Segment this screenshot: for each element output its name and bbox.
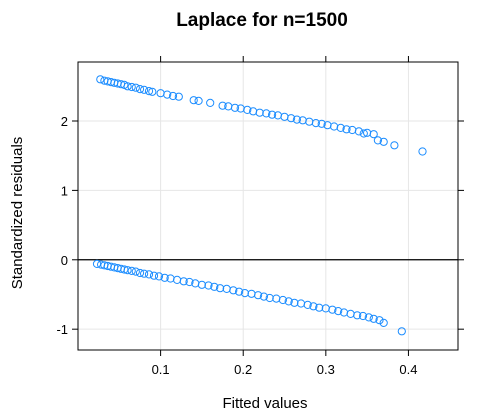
data-point-s1-36 (278, 295, 287, 305)
data-point-s1-45 (334, 307, 343, 316)
x-tick-label-2: 0.3 (317, 362, 335, 377)
data-point-s0-41 (336, 123, 345, 133)
data-point-s1-52 (375, 316, 384, 325)
data-point-s0-16 (163, 90, 172, 99)
data-points (92, 75, 427, 336)
x-tick-label-1: 0.2 (234, 362, 252, 377)
data-point-s1-47 (346, 309, 355, 318)
data-point-s1-42 (315, 303, 324, 312)
data-point-s1-9 (123, 266, 132, 275)
data-point-s0-22 (218, 101, 227, 110)
y-axis-label: Standardized residuals (9, 137, 26, 290)
x-tick-label-0: 0.1 (152, 362, 170, 377)
data-point-s1-16 (154, 272, 164, 281)
data-point-s1-13 (140, 269, 149, 278)
axis-ticks: 0.1 0.2 0.3 0.4 -1 0 1 2 (56, 56, 464, 377)
data-point-s0-51 (418, 147, 427, 156)
data-point-s0-37 (311, 119, 320, 128)
y-tick-label-1: 0 (61, 253, 68, 268)
data-point-s1-44 (328, 305, 337, 314)
data-point-s0-18 (174, 92, 183, 101)
data-point-s1-25 (210, 282, 219, 291)
data-point-s0-19 (189, 96, 198, 105)
data-point-s0-48 (373, 136, 382, 145)
data-point-s0-50 (390, 141, 399, 150)
data-point-s1-28 (229, 286, 238, 295)
data-point-s0-29 (262, 109, 271, 118)
data-point-s1-34 (265, 293, 274, 303)
data-point-s0-30 (268, 110, 277, 119)
data-point-s0-49 (379, 137, 388, 146)
y-tick-label-2: 1 (61, 183, 68, 198)
data-point-s1-11 (131, 267, 140, 276)
data-point-s1-30 (240, 289, 249, 298)
data-point-s1-21 (185, 277, 194, 287)
data-point-s0-36 (305, 117, 314, 126)
data-point-s1-27 (222, 284, 231, 293)
data-point-s0-42 (342, 125, 351, 134)
data-point-s1-26 (216, 284, 225, 293)
data-point-s0-24 (230, 103, 240, 112)
data-point-s1-32 (254, 291, 263, 300)
data-point-s0-12 (140, 85, 149, 94)
data-point-s1-29 (235, 287, 244, 296)
data-point-s1-50 (364, 313, 373, 322)
data-point-s1-15 (149, 271, 159, 280)
data-point-s0-13 (144, 87, 154, 96)
y-tick-label-3: 2 (61, 114, 68, 129)
data-point-s1-24 (204, 281, 213, 290)
data-point-s1-40 (303, 300, 312, 309)
data-point-s1-37 (284, 297, 293, 306)
data-point-s0-38 (317, 119, 326, 128)
x-axis-label: Fitted values (222, 395, 307, 412)
data-point-s1-35 (272, 294, 281, 303)
data-point-s1-17 (160, 273, 169, 282)
plot-frame (77, 61, 459, 351)
data-point-s1-53 (379, 318, 388, 327)
x-tick-label-3: 0.4 (399, 362, 417, 377)
data-point-s0-32 (280, 112, 289, 121)
data-point-s0-21 (206, 98, 215, 108)
data-point-s0-17 (168, 91, 178, 101)
grid-lines (78, 62, 458, 350)
data-point-s0-14 (148, 87, 157, 96)
data-point-s1-14 (144, 270, 154, 279)
data-point-s0-44 (354, 127, 363, 136)
data-point-s0-0 (96, 75, 105, 84)
data-point-s0-9 (127, 82, 136, 92)
data-point-s0-8 (123, 82, 132, 91)
data-point-s0-34 (292, 115, 301, 124)
data-point-s0-40 (330, 122, 339, 131)
data-point-s0-26 (243, 105, 252, 115)
data-point-s1-39 (296, 299, 306, 308)
data-point-s1-49 (358, 311, 368, 321)
data-point-s1-20 (179, 277, 188, 286)
data-point-s1-23 (197, 280, 206, 289)
y-tick-label-0: -1 (56, 322, 68, 337)
data-point-s1-38 (290, 298, 299, 307)
data-point-s1-48 (353, 311, 362, 320)
data-point-s0-45 (359, 129, 368, 138)
data-point-s1-51 (369, 314, 378, 323)
data-point-s1-19 (173, 275, 182, 284)
data-point-s1-31 (247, 289, 256, 298)
data-point-s0-20 (194, 96, 203, 106)
data-point-s0-28 (255, 108, 264, 117)
chart-title: Laplace for n=1500 (176, 10, 348, 31)
data-point-s0-10 (131, 83, 140, 92)
data-point-s0-33 (287, 114, 296, 123)
data-point-s1-41 (309, 302, 318, 311)
data-point-s1-54 (397, 327, 406, 336)
data-point-s1-10 (127, 266, 136, 275)
data-point-s1-33 (259, 292, 268, 301)
data-point-s0-47 (369, 130, 378, 139)
data-point-s1-12 (135, 268, 145, 278)
data-point-s0-11 (135, 85, 145, 94)
